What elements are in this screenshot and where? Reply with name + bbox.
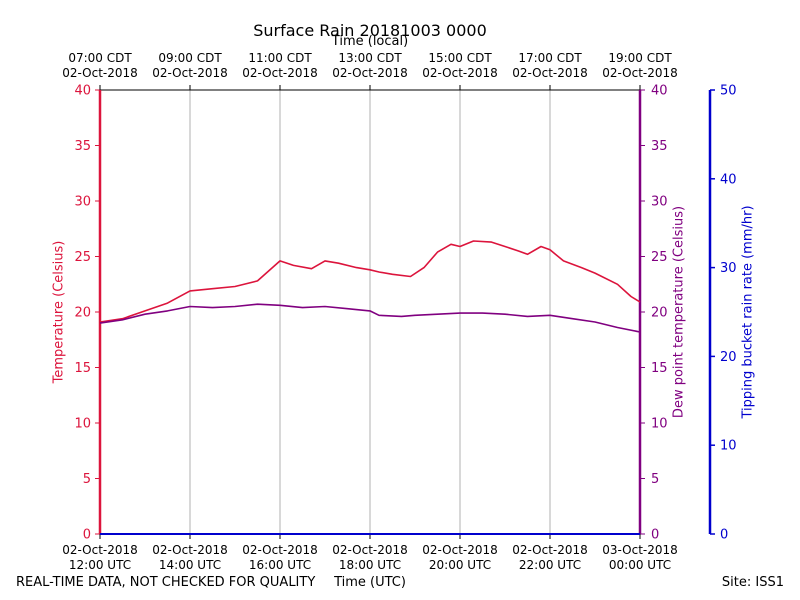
rain-rate-axis-label: Tipping bucket rain rate (mm/hr) [740,205,756,419]
utc-tick-time: 00:00 UTC [609,558,671,572]
rain-rate-tick-label: 10 [720,439,737,454]
local-tick-date: 02-Oct-2018 [422,66,498,80]
local-tick-date: 02-Oct-2018 [152,66,228,80]
local-time-axis-label: Time (local) [331,34,409,49]
rain-rate-tick-label: 40 [720,172,737,187]
utc-tick-date: 02-Oct-2018 [242,543,318,557]
local-tick-date: 02-Oct-2018 [242,66,318,80]
utc-tick-time: 16:00 UTC [249,558,311,572]
dewpoint-tick-label: 35 [651,139,668,154]
dewpoint-series-line [99,303,641,333]
temperature-tick-label: 30 [74,195,91,210]
local-tick-time: 11:00 CDT [248,51,312,65]
local-tick-date: 02-Oct-2018 [332,66,408,80]
local-tick-time: 07:00 CDT [68,51,132,65]
utc-tick-time: 12:00 UTC [69,558,131,572]
temperature-tick-label: 40 [74,84,91,99]
utc-tick-date: 02-Oct-2018 [62,543,138,557]
utc-tick-date: 03-Oct-2018 [602,543,678,557]
local-tick-date: 02-Oct-2018 [62,66,138,80]
chart-title: Surface Rain 20181003 0000 [253,21,487,40]
utc-tick-time: 14:00 UTC [159,558,221,572]
dewpoint-tick-label: 15 [651,361,668,376]
temperature-tick-label: 5 [83,472,91,487]
dewpoint-tick-label: 25 [651,250,668,265]
utc-tick-date: 02-Oct-2018 [422,543,498,557]
local-tick-date: 02-Oct-2018 [512,66,588,80]
site-label: Site: ISS1 [721,575,784,590]
local-tick-time: 17:00 CDT [518,51,582,65]
temperature-tick-label: 10 [74,417,91,432]
temperature-tick-label: 20 [74,306,91,321]
temperature-tick-label: 25 [74,250,91,265]
temperature-series-line [99,240,641,323]
dewpoint-tick-label: 5 [651,472,659,487]
utc-tick-date: 02-Oct-2018 [512,543,588,557]
rain-rate-tick-label: 30 [720,261,737,276]
utc-time-axis-label: Time (UTC) [334,575,406,590]
dewpoint-tick-label: 0 [651,528,659,543]
local-tick-time: 19:00 CDT [608,51,672,65]
temperature-tick-label: 15 [74,361,91,376]
utc-tick-time: 22:00 UTC [519,558,581,572]
rain-rate-tick-label: 0 [720,528,728,543]
dewpoint-tick-label: 40 [651,84,668,99]
temperature-axis-label: Temperature (Celsius) [51,240,67,384]
local-tick-time: 13:00 CDT [338,51,402,65]
dewpoint-tick-label: 20 [651,306,668,321]
utc-tick-time: 20:00 UTC [429,558,491,572]
dewpoint-axis-label: Dew point temperature (Celsius) [671,205,687,419]
utc-tick-time: 18:00 UTC [339,558,401,572]
utc-tick-date: 02-Oct-2018 [152,543,228,557]
quality-disclaimer: REAL-TIME DATA, NOT CHECKED FOR QUALITY [16,575,316,590]
rain-rate-tick-label: 20 [720,350,737,365]
local-tick-date: 02-Oct-2018 [602,66,678,80]
local-tick-time: 15:00 CDT [428,51,492,65]
utc-tick-date: 02-Oct-2018 [332,543,408,557]
dewpoint-tick-label: 10 [651,417,668,432]
local-tick-time: 09:00 CDT [158,51,222,65]
temperature-tick-label: 0 [83,528,91,543]
temperature-tick-label: 35 [74,139,91,154]
rain-rate-tick-label: 50 [720,84,737,99]
dewpoint-tick-label: 30 [651,195,668,210]
